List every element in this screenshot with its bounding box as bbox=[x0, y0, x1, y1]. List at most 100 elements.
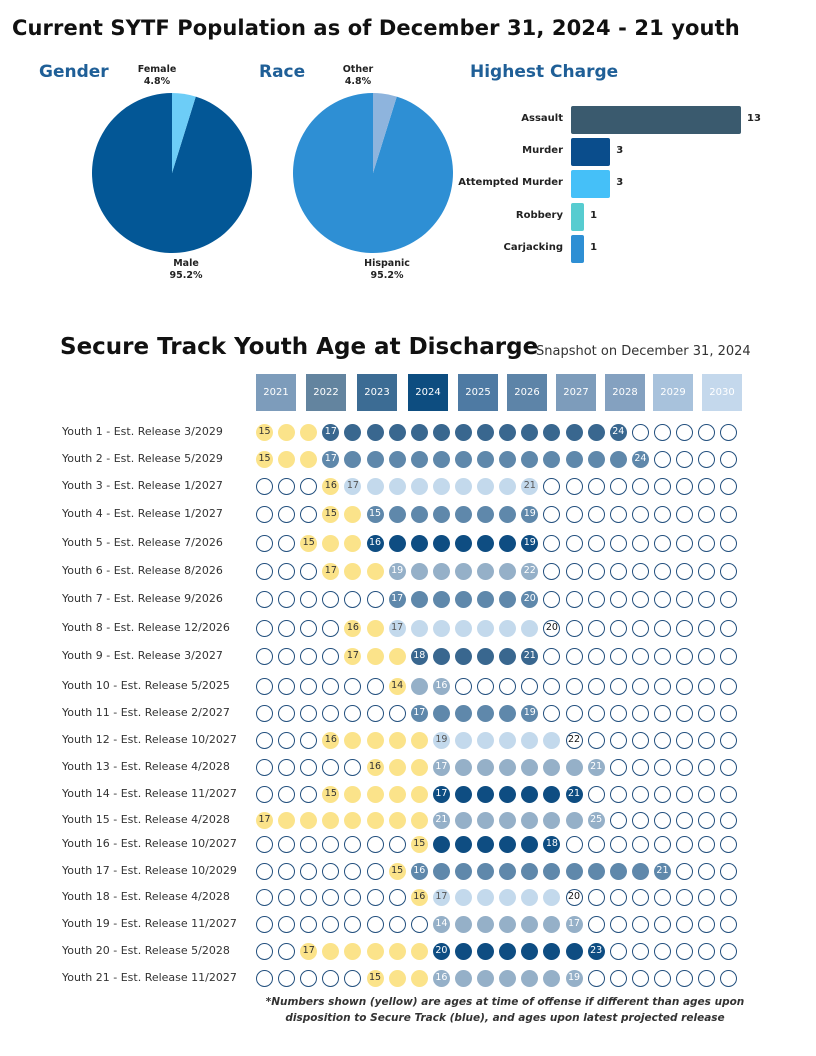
age-circle bbox=[698, 423, 716, 441]
age-circle bbox=[366, 477, 384, 495]
age-circle bbox=[300, 758, 318, 776]
youth-row-label: Youth 17 - Est. Release 10/2029 bbox=[62, 864, 237, 877]
age-circle bbox=[676, 888, 694, 906]
age-circle bbox=[454, 969, 472, 987]
age-circle bbox=[698, 647, 716, 665]
age-circle bbox=[388, 915, 406, 933]
age-circle bbox=[543, 647, 561, 665]
race-hispanic-value: 95.2% bbox=[370, 270, 404, 281]
age-circle bbox=[543, 969, 561, 987]
age-circle bbox=[322, 915, 340, 933]
age-circle bbox=[521, 862, 539, 880]
age-circle: 17 bbox=[432, 785, 450, 803]
age-circle bbox=[344, 811, 362, 829]
age-circle bbox=[653, 942, 671, 960]
age-circle bbox=[720, 677, 738, 695]
age-circle bbox=[609, 731, 627, 749]
gender-chart-title: Gender bbox=[39, 62, 109, 82]
year-header-cell: 2028 bbox=[605, 374, 645, 411]
age-circle bbox=[432, 505, 450, 523]
age-circle bbox=[300, 647, 318, 665]
age-circle: 16 bbox=[410, 888, 428, 906]
age-circle bbox=[720, 477, 738, 495]
age-circle bbox=[565, 562, 583, 580]
race-pie-chart bbox=[293, 93, 453, 253]
age-circle bbox=[344, 915, 362, 933]
age-circle bbox=[653, 731, 671, 749]
age-circle bbox=[720, 450, 738, 468]
age-circle bbox=[609, 862, 627, 880]
age-circle bbox=[587, 505, 605, 523]
age-circle bbox=[410, 677, 428, 695]
age-circle bbox=[454, 505, 472, 523]
age-circle bbox=[609, 450, 627, 468]
age-circle: 25 bbox=[587, 811, 605, 829]
age-circle bbox=[344, 758, 362, 776]
age-circle bbox=[543, 862, 561, 880]
age-circle bbox=[477, 915, 495, 933]
age-circle bbox=[278, 647, 296, 665]
age-circle bbox=[278, 562, 296, 580]
age-circle bbox=[587, 562, 605, 580]
age-circle bbox=[653, 423, 671, 441]
age-circle bbox=[676, 647, 694, 665]
age-circle bbox=[676, 915, 694, 933]
age-circle bbox=[410, 969, 428, 987]
age-circle bbox=[521, 450, 539, 468]
age-circle: 17 bbox=[344, 647, 362, 665]
bar-label: Carjacking bbox=[503, 242, 563, 253]
race-chart-title: Race bbox=[259, 62, 306, 82]
age-circle bbox=[410, 942, 428, 960]
age-circle bbox=[432, 562, 450, 580]
youth-row-label: Youth 7 - Est. Release 9/2026 bbox=[62, 592, 223, 605]
age-circle bbox=[432, 862, 450, 880]
age-circle bbox=[410, 534, 428, 552]
age-circle bbox=[720, 835, 738, 853]
age-circle bbox=[653, 450, 671, 468]
age-circle bbox=[499, 888, 517, 906]
age-circle bbox=[631, 704, 649, 722]
age-circle bbox=[366, 423, 384, 441]
age-circle bbox=[653, 811, 671, 829]
age-circle bbox=[631, 619, 649, 637]
age-circle bbox=[565, 450, 583, 468]
youth-row-label: Youth 14 - Est. Release 11/2027 bbox=[62, 787, 237, 800]
age-circle bbox=[278, 969, 296, 987]
age-circle bbox=[609, 704, 627, 722]
age-circle bbox=[565, 534, 583, 552]
race-other-name: Other bbox=[342, 64, 374, 75]
age-circle bbox=[278, 888, 296, 906]
age-circle bbox=[609, 942, 627, 960]
age-circle bbox=[454, 888, 472, 906]
age-circle bbox=[521, 785, 539, 803]
age-circle: 15 bbox=[256, 423, 273, 441]
page-title: Current SYTF Population as of December 3… bbox=[12, 16, 740, 40]
youth-row-label: Youth 11 - Est. Release 2/2027 bbox=[62, 706, 230, 719]
age-circle bbox=[432, 590, 450, 608]
age-circle bbox=[676, 505, 694, 523]
age-circle bbox=[720, 969, 738, 987]
age-circle bbox=[587, 590, 605, 608]
age-circle bbox=[587, 731, 605, 749]
age-circle bbox=[388, 647, 406, 665]
age-circle bbox=[587, 835, 605, 853]
age-circle: 22 bbox=[565, 731, 583, 749]
age-circle bbox=[587, 647, 605, 665]
age-circle bbox=[631, 477, 649, 495]
age-circle bbox=[322, 677, 340, 695]
age-circle: 16 bbox=[344, 619, 362, 637]
age-circle bbox=[256, 862, 273, 880]
youth-row-label: Youth 6 - Est. Release 8/2026 bbox=[62, 564, 223, 577]
age-circle: 17 bbox=[388, 619, 406, 637]
age-circle bbox=[454, 477, 472, 495]
age-circle: 21 bbox=[521, 647, 539, 665]
age-circle bbox=[653, 562, 671, 580]
age-circle bbox=[256, 915, 273, 933]
age-circle bbox=[565, 619, 583, 637]
age-circle bbox=[720, 647, 738, 665]
age-circle bbox=[388, 477, 406, 495]
year-header-cell: 2023 bbox=[357, 374, 397, 411]
age-circle bbox=[300, 562, 318, 580]
age-circle bbox=[432, 450, 450, 468]
age-circle bbox=[344, 969, 362, 987]
